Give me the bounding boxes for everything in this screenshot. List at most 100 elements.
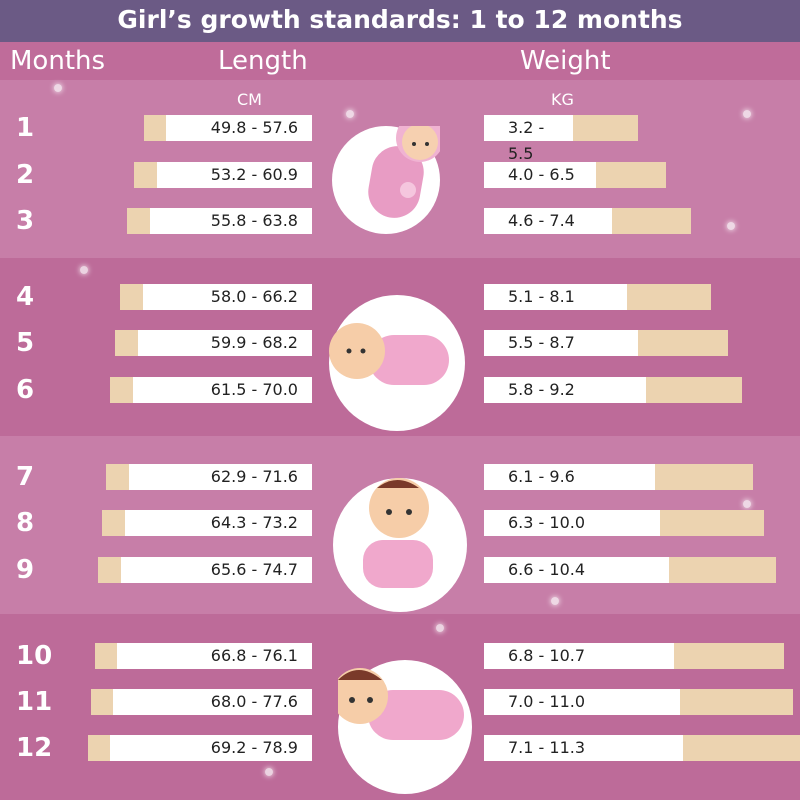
length-range-label: 49.8 - 57.6 — [210, 118, 298, 137]
weight-range-label: 5.5 - 8.7 — [508, 333, 575, 352]
length-bar-min — [98, 557, 122, 583]
length-bar-min — [114, 330, 139, 356]
length-range-label: 69.2 - 78.9 — [210, 738, 298, 757]
weight-bar-range: 4.6 - 7.4 — [484, 208, 613, 234]
weight-bar-max — [646, 377, 742, 403]
weight-range-label: 3.2 - 5.5 — [508, 118, 545, 163]
weight-bar-range: 6.6 - 10.4 — [484, 557, 669, 583]
weight-bar-range: 6.1 - 9.6 — [484, 464, 655, 490]
length-bar-range: 66.8 - 76.1 — [117, 643, 312, 669]
weight-bar-max — [626, 284, 711, 310]
weight-range-label: 6.8 - 10.7 — [508, 646, 586, 665]
month-label: 9 — [16, 555, 35, 585]
month-label: 12 — [16, 733, 53, 763]
title-bar: Girl’s growth standards: 1 to 12 months — [0, 0, 800, 42]
month-label: 4 — [16, 282, 35, 312]
length-header: Length — [218, 46, 308, 76]
month-label: 3 — [16, 206, 35, 236]
length-range-label: 66.8 - 76.1 — [210, 646, 298, 665]
length-bar-min — [120, 284, 144, 310]
month-label: 10 — [16, 641, 53, 671]
length-range-label: 62.9 - 71.6 — [210, 467, 298, 486]
weight-bar-max — [573, 115, 638, 141]
month-label: 11 — [16, 687, 53, 717]
weight-range-label: 6.3 - 10.0 — [508, 513, 586, 532]
weight-range-label: 6.6 - 10.4 — [508, 560, 586, 579]
baby-swaddled-icon — [332, 114, 444, 234]
weight-unit: KG — [551, 90, 574, 109]
weight-bar-max — [668, 557, 776, 583]
length-bar-min — [106, 464, 130, 490]
length-bar-range: 69.2 - 78.9 — [109, 735, 312, 761]
length-range-label: 61.5 - 70.0 — [210, 380, 298, 399]
weight-range-label: 6.1 - 9.6 — [508, 467, 575, 486]
weight-bar-max — [595, 162, 666, 188]
sparkle — [743, 500, 751, 508]
length-bar-min — [110, 377, 134, 403]
weight-bar-max — [654, 464, 754, 490]
sparkle — [80, 266, 88, 274]
length-bar-range: 64.3 - 73.2 — [124, 510, 312, 536]
length-bar-range: 53.2 - 60.9 — [157, 162, 312, 188]
month-label: 1 — [16, 113, 35, 143]
length-bar-min — [94, 643, 118, 669]
baby-crawling-icon — [332, 660, 472, 794]
length-range-label: 58.0 - 66.2 — [210, 287, 298, 306]
page-title: Girl’s growth standards: 1 to 12 months — [117, 5, 683, 34]
weight-range-label: 4.6 - 7.4 — [508, 211, 575, 230]
length-bar-range: 62.9 - 71.6 — [129, 464, 312, 490]
weight-bar-range: 5.1 - 8.1 — [484, 284, 627, 310]
sparkle — [265, 768, 273, 776]
weight-bar-max — [660, 510, 765, 536]
weight-bar-range: 5.5 - 8.7 — [484, 330, 638, 356]
weight-bar-max — [612, 208, 692, 234]
month-label: 5 — [16, 328, 35, 358]
length-bar-range: 65.6 - 74.7 — [121, 557, 312, 583]
length-range-label: 65.6 - 74.7 — [210, 560, 298, 579]
length-bar-range: 55.8 - 63.8 — [149, 208, 312, 234]
column-header-row: Months Length Weight — [0, 42, 800, 80]
months-header: Months — [10, 46, 106, 76]
length-bar-range: 61.5 - 70.0 — [133, 377, 312, 403]
weight-bar-range: 5.8 - 9.2 — [484, 377, 647, 403]
weight-bar-range: 7.1 - 11.3 — [484, 735, 683, 761]
length-bar-min — [126, 208, 150, 234]
length-range-label: 68.0 - 77.6 — [210, 692, 298, 711]
weight-bar-max — [674, 643, 785, 669]
length-bar-min — [134, 162, 158, 188]
length-unit: CM — [237, 90, 262, 109]
month-label: 8 — [16, 508, 35, 538]
weight-range-label: 5.8 - 9.2 — [508, 380, 575, 399]
sparkle — [551, 597, 559, 605]
length-range-label: 59.9 - 68.2 — [210, 333, 298, 352]
sparkle — [346, 110, 354, 118]
weight-range-label: 7.1 - 11.3 — [508, 738, 586, 757]
sparkle — [743, 110, 751, 118]
length-bar-min — [102, 510, 125, 536]
weight-bar-range: 4.0 - 6.5 — [484, 162, 596, 188]
weight-range-label: 7.0 - 11.0 — [508, 692, 586, 711]
sparkle — [54, 84, 62, 92]
length-range-label: 53.2 - 60.9 — [210, 165, 298, 184]
weight-bar-range: 6.8 - 10.7 — [484, 643, 675, 669]
length-range-label: 64.3 - 73.2 — [210, 513, 298, 532]
length-bar-min — [87, 735, 110, 761]
length-bar-range: 68.0 - 77.6 — [113, 689, 312, 715]
weight-header: Weight — [520, 46, 611, 76]
weight-bar-max — [637, 330, 728, 356]
length-bar-range: 58.0 - 66.2 — [143, 284, 312, 310]
baby-lying-icon — [329, 295, 465, 431]
weight-bar-range: 7.0 - 11.0 — [484, 689, 681, 715]
weight-range-label: 5.1 - 8.1 — [508, 287, 575, 306]
length-bar-range: 59.9 - 68.2 — [138, 330, 312, 356]
length-bar-min — [144, 115, 166, 141]
weight-bar-max — [680, 689, 793, 715]
weight-bar-range: 3.2 - 5.5 — [484, 115, 574, 163]
length-bar-range: 49.8 - 57.6 — [166, 115, 312, 141]
month-label: 7 — [16, 462, 35, 492]
weight-bar-range: 6.3 - 10.0 — [484, 510, 661, 536]
month-label: 2 — [16, 160, 35, 190]
sparkle — [436, 624, 444, 632]
sparkle — [727, 222, 735, 230]
length-bar-min — [91, 689, 114, 715]
